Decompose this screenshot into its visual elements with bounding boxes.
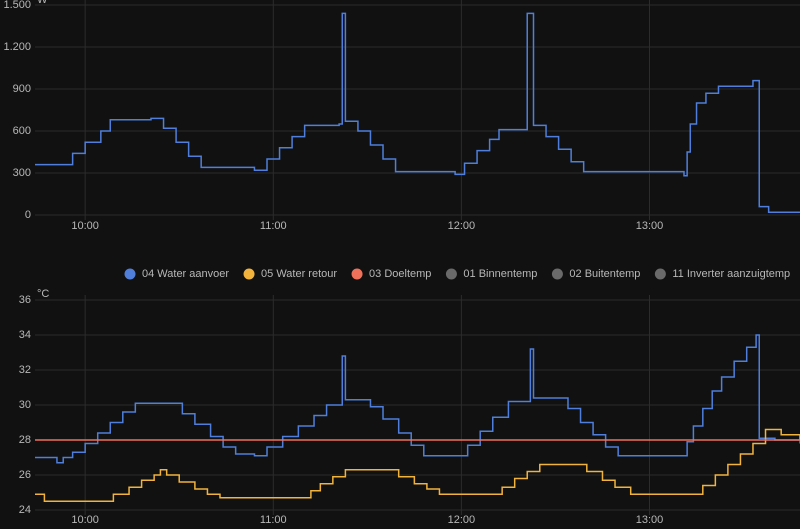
legend-item[interactable]: 03 Doeltemp: [351, 268, 432, 280]
unit-label: °C: [37, 288, 49, 300]
y-tick-label: 28: [19, 434, 31, 446]
legend-label: 11 Inverter aanzuigtemp: [672, 268, 790, 280]
y-tick-label: 300: [13, 167, 31, 179]
legend-dot: [351, 268, 363, 280]
legend-label: 01 Binnentemp: [463, 268, 537, 280]
legend-dot: [654, 268, 666, 280]
x-tick-label: 12:00: [448, 514, 476, 526]
legend-item[interactable]: 05 Water retour: [243, 268, 338, 280]
legend-label: 03 Doeltemp: [369, 268, 431, 280]
series-line: [35, 334, 800, 464]
y-tick-label: 30: [19, 399, 31, 411]
x-tick-label: 13:00: [636, 514, 664, 526]
y-tick-label: 1.200: [3, 41, 31, 53]
y-tick-label: 32: [19, 364, 31, 376]
legend-dot: [243, 268, 255, 280]
legend-dot: [445, 268, 457, 280]
legend-item[interactable]: 02 Buitentemp: [551, 268, 640, 280]
x-tick-label: 13:00: [636, 220, 664, 232]
legend-dot: [551, 268, 563, 280]
y-tick-label: 34: [19, 329, 31, 341]
y-tick-label: 900: [13, 83, 31, 95]
y-tick-label: 24: [19, 504, 31, 516]
legend-label: 05 Water retour: [261, 268, 337, 280]
y-tick-label: 600: [13, 125, 31, 137]
legend-item[interactable]: 01 Binnentemp: [445, 268, 538, 280]
legend-item[interactable]: 04 Water aanvoer: [124, 268, 230, 280]
x-tick-label: 10:00: [71, 514, 99, 526]
series-line: [35, 428, 800, 502]
x-tick-label: 11:00: [260, 220, 287, 232]
y-tick-label: 0: [25, 209, 31, 221]
y-tick-label: 26: [19, 469, 31, 481]
legend-dot: [124, 268, 136, 280]
x-tick-label: 11:00: [260, 514, 287, 526]
legend: 04 Water aanvoer 05 Water retour 03 Doelte…: [124, 268, 790, 280]
series-line: [35, 12, 800, 213]
x-tick-label: 12:00: [448, 220, 476, 232]
legend-item[interactable]: 11 Inverter aanzuigtemp: [654, 268, 790, 280]
legend-label: 02 Buitentemp: [569, 268, 640, 280]
x-tick-label: 10:00: [71, 220, 99, 232]
unit-label: W: [37, 0, 48, 6]
y-tick-label: 1.500: [3, 0, 31, 11]
legend-label: 04 Water aanvoer: [142, 268, 229, 280]
y-tick-label: 36: [19, 294, 31, 306]
